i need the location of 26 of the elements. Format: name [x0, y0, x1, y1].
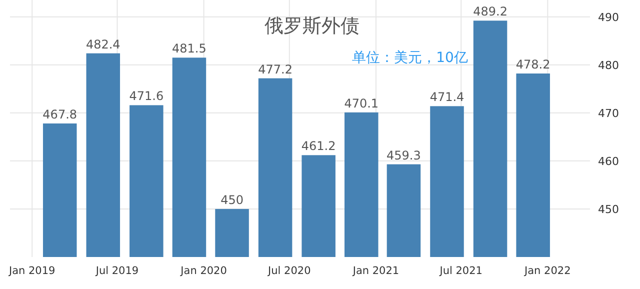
data-label: 470.1 — [344, 96, 379, 110]
x-tick-label: Jul 2019 — [94, 265, 139, 277]
data-label: 489.2 — [473, 4, 508, 19]
y-tick-label: 470 — [598, 106, 619, 120]
data-label: 471.6 — [129, 89, 164, 104]
text: 俄罗斯外债 — [264, 15, 360, 37]
data-label: 481.5 — [172, 42, 206, 56]
x-tick-label: Jul 2021 — [438, 265, 482, 277]
x-tick-label: Jul 2020 — [267, 265, 311, 277]
x-tick-label: Jan 2020 — [180, 265, 227, 277]
data-label: 467.8 — [42, 107, 78, 122]
data-label: 471.4 — [430, 90, 464, 104]
y-tick-label: 460 — [598, 154, 619, 168]
y-tick-label: 480 — [598, 58, 619, 72]
data-label: 482.4 — [86, 37, 120, 52]
data-label: 450 — [220, 192, 244, 207]
annotation: 单位：美元，10亿 — [352, 50, 468, 66]
data-label: 477.2 — [258, 62, 292, 76]
y-tick-label: 490 — [598, 10, 619, 24]
x-tick-label: Jan 2021 — [352, 265, 400, 277]
y-tick-label: 450 — [598, 202, 619, 216]
data-label: 461.2 — [301, 139, 336, 154]
x-tick-label: Jan 2019 — [8, 265, 56, 277]
data-label: 478.2 — [516, 57, 550, 72]
x-tick-label: Jan 2022 — [524, 265, 571, 277]
data-label: 459.3 — [386, 148, 421, 162]
